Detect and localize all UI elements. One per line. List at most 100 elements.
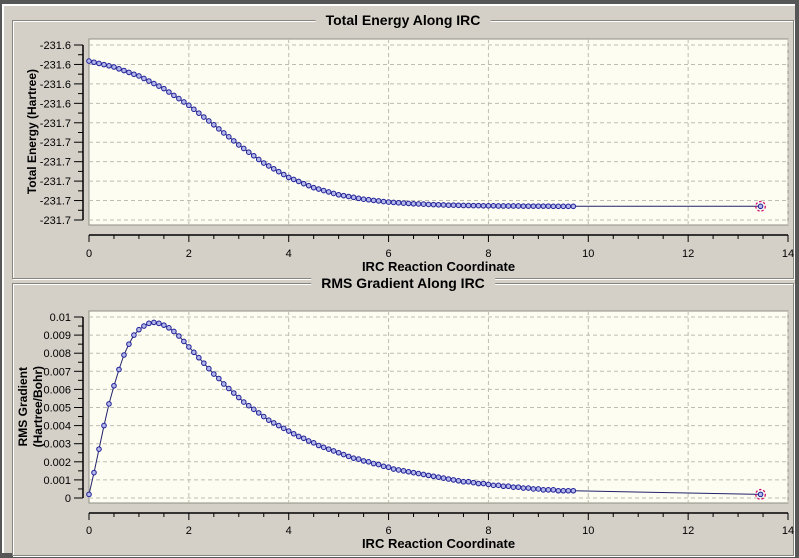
data-point[interactable]	[510, 203, 517, 209]
data-point[interactable]	[126, 69, 132, 76]
data-point[interactable]	[201, 360, 207, 366]
data-point[interactable]	[285, 428, 292, 434]
data-point[interactable]	[126, 341, 132, 347]
data-point[interactable]	[475, 480, 482, 487]
data-point[interactable]	[121, 352, 127, 358]
data-point[interactable]	[206, 365, 212, 372]
data-point[interactable]	[305, 438, 312, 444]
data-point[interactable]	[485, 202, 492, 209]
data-point[interactable]	[235, 394, 242, 401]
data-point[interactable]	[355, 456, 362, 462]
data-point[interactable]	[101, 61, 107, 68]
data-point[interactable]	[570, 487, 577, 494]
data-point[interactable]	[121, 67, 127, 74]
data-point[interactable]	[141, 323, 147, 329]
data-point[interactable]	[171, 328, 177, 335]
data-point[interactable]	[290, 430, 297, 437]
data-point[interactable]	[91, 59, 97, 66]
data-point[interactable]	[260, 160, 267, 166]
data-point[interactable]	[545, 203, 552, 209]
data-point[interactable]	[470, 479, 477, 486]
data-point[interactable]	[460, 478, 467, 485]
data-point[interactable]	[355, 195, 362, 202]
data-point[interactable]	[425, 472, 432, 479]
data-point[interactable]	[216, 126, 222, 132]
data-point[interactable]	[161, 85, 167, 92]
data-point[interactable]	[106, 401, 112, 407]
data-point[interactable]	[265, 163, 272, 169]
data-point[interactable]	[230, 138, 237, 144]
data-point[interactable]	[425, 201, 432, 208]
data-point[interactable]	[470, 202, 477, 209]
data-point[interactable]	[500, 483, 507, 490]
data-point[interactable]	[475, 202, 482, 209]
data-point[interactable]	[410, 200, 417, 207]
data-point[interactable]	[146, 78, 152, 84]
data-point[interactable]	[96, 60, 102, 67]
data-point[interactable]	[410, 469, 417, 476]
data-point[interactable]	[365, 196, 372, 203]
data-point[interactable]	[485, 481, 492, 488]
data-point[interactable]	[380, 198, 387, 205]
data-point[interactable]	[275, 422, 282, 429]
data-point[interactable]	[186, 344, 192, 350]
data-point[interactable]	[375, 461, 382, 468]
data-point[interactable]	[415, 470, 422, 477]
data-point[interactable]	[350, 194, 357, 201]
data-point[interactable]	[211, 122, 217, 128]
data-point[interactable]	[540, 487, 547, 493]
data-point[interactable]	[106, 62, 112, 69]
data-point[interactable]	[111, 382, 117, 389]
data-point[interactable]	[375, 198, 382, 204]
data-point[interactable]	[520, 203, 527, 209]
data-point[interactable]	[540, 203, 547, 209]
data-point[interactable]	[295, 433, 302, 440]
data-point[interactable]	[395, 467, 402, 473]
data-point[interactable]	[141, 75, 147, 82]
data-point[interactable]	[151, 80, 157, 87]
data-point[interactable]	[196, 354, 202, 361]
data-point[interactable]	[265, 417, 272, 423]
data-point[interactable]	[250, 406, 257, 413]
current-point-marker[interactable]	[755, 200, 766, 212]
data-point[interactable]	[435, 201, 442, 208]
data-point[interactable]	[340, 192, 347, 199]
data-point[interactable]	[335, 449, 342, 456]
data-point[interactable]	[500, 203, 507, 209]
data-point[interactable]	[166, 325, 172, 331]
data-point[interactable]	[385, 199, 392, 205]
data-point[interactable]	[230, 390, 237, 396]
data-point[interactable]	[320, 187, 327, 194]
data-point[interactable]	[136, 326, 142, 333]
data-point[interactable]	[131, 332, 137, 338]
data-point[interactable]	[211, 371, 217, 377]
data-point[interactable]	[415, 201, 422, 207]
data-point[interactable]	[86, 58, 92, 64]
data-point[interactable]	[465, 478, 472, 485]
data-point[interactable]	[310, 439, 317, 446]
data-point[interactable]	[465, 202, 472, 209]
data-point[interactable]	[390, 466, 397, 472]
data-point[interactable]	[757, 203, 764, 210]
data-point[interactable]	[530, 203, 537, 209]
data-point[interactable]	[450, 202, 457, 208]
data-point[interactable]	[295, 178, 302, 185]
data-point[interactable]	[565, 487, 572, 494]
data-point[interactable]	[430, 473, 437, 480]
data-point[interactable]	[325, 189, 332, 195]
data-point[interactable]	[250, 152, 257, 159]
data-point[interactable]	[131, 71, 137, 78]
data-point[interactable]	[345, 193, 352, 200]
data-point[interactable]	[181, 99, 187, 105]
data-point[interactable]	[255, 156, 262, 163]
data-point[interactable]	[480, 202, 487, 209]
data-point[interactable]	[510, 484, 517, 490]
data-point[interactable]	[116, 366, 122, 373]
data-point[interactable]	[530, 486, 537, 492]
data-point[interactable]	[290, 176, 297, 183]
data-point[interactable]	[380, 463, 387, 470]
data-point[interactable]	[550, 203, 557, 210]
data-point[interactable]	[116, 66, 122, 72]
data-point[interactable]	[285, 174, 292, 181]
data-point[interactable]	[560, 203, 567, 210]
